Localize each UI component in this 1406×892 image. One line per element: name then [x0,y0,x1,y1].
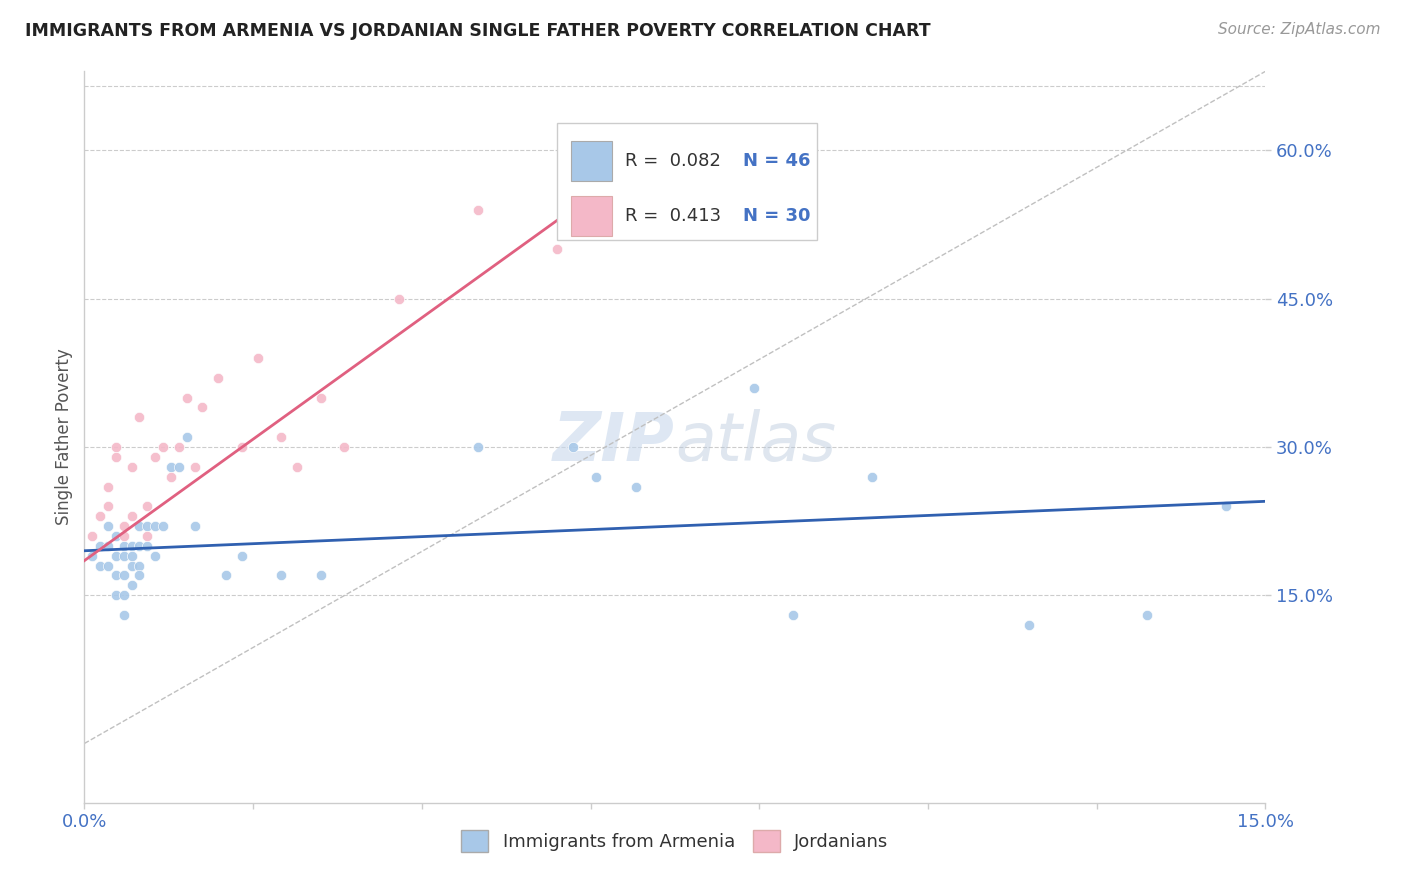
Point [136,500,159,514]
Point [467,202,489,217]
Point [285,459,308,474]
Point [82,549,104,563]
Point [128,568,150,582]
Point [104,549,127,563]
Point [183,519,205,533]
Point [152,519,174,533]
Point [97,558,120,573]
Point [782,607,804,622]
Point [176,430,198,444]
Point [121,539,143,553]
Point [121,509,143,524]
Point [136,519,159,533]
Point [97,539,120,553]
Point [104,440,127,454]
Point [128,558,150,573]
FancyBboxPatch shape [557,122,817,240]
Point [1215,500,1237,514]
Point [112,539,135,553]
Point [128,519,150,533]
Point [167,459,190,474]
Text: R =  0.082: R = 0.082 [626,152,721,170]
Point [121,459,143,474]
Point [231,549,253,563]
Point [624,479,647,493]
Text: atlas: atlas [675,409,837,475]
Point [546,242,568,256]
Point [183,459,205,474]
Point [104,450,127,464]
Point [309,391,332,405]
Point [160,469,183,483]
Point [467,440,489,454]
Point [742,381,765,395]
Point [121,549,143,563]
Point [231,440,253,454]
Point [121,558,143,573]
Point [112,568,135,582]
Point [89,558,111,573]
Point [1136,607,1159,622]
Text: IMMIGRANTS FROM ARMENIA VS JORDANIAN SINGLE FATHER POVERTY CORRELATION CHART: IMMIGRANTS FROM ARMENIA VS JORDANIAN SIN… [25,22,931,40]
Point [112,529,135,543]
Point [270,430,292,444]
Legend: Immigrants from Armenia, Jordanians: Immigrants from Armenia, Jordanians [454,823,896,860]
Point [152,440,174,454]
Point [860,469,883,483]
Point [128,410,150,425]
Point [270,568,292,582]
Point [160,459,183,474]
FancyBboxPatch shape [571,141,612,181]
Text: N = 46: N = 46 [744,152,811,170]
Point [136,539,159,553]
Point [167,440,190,454]
Point [388,292,411,306]
Y-axis label: Single Father Poverty: Single Father Poverty [55,349,73,525]
Text: R =  0.413: R = 0.413 [626,207,721,225]
Point [89,539,111,553]
Point [215,568,238,582]
Point [176,391,198,405]
Point [143,549,166,563]
Point [136,529,159,543]
Point [207,371,229,385]
Point [89,509,111,524]
Text: ZIP: ZIP [553,409,675,475]
Point [191,401,214,415]
Point [561,440,583,454]
Point [104,568,127,582]
Point [97,479,120,493]
Point [128,539,150,553]
Text: N = 30: N = 30 [744,207,811,225]
Point [112,588,135,602]
Point [333,440,356,454]
Point [112,519,135,533]
Point [121,578,143,592]
Point [309,568,332,582]
Point [104,588,127,602]
Point [143,519,166,533]
Point [246,351,269,365]
Point [104,529,127,543]
Point [97,500,120,514]
Point [82,529,104,543]
Point [112,549,135,563]
Point [585,469,607,483]
FancyBboxPatch shape [571,195,612,235]
Text: Source: ZipAtlas.com: Source: ZipAtlas.com [1218,22,1381,37]
Point [143,450,166,464]
Point [1018,618,1040,632]
Point [112,607,135,622]
Point [97,519,120,533]
